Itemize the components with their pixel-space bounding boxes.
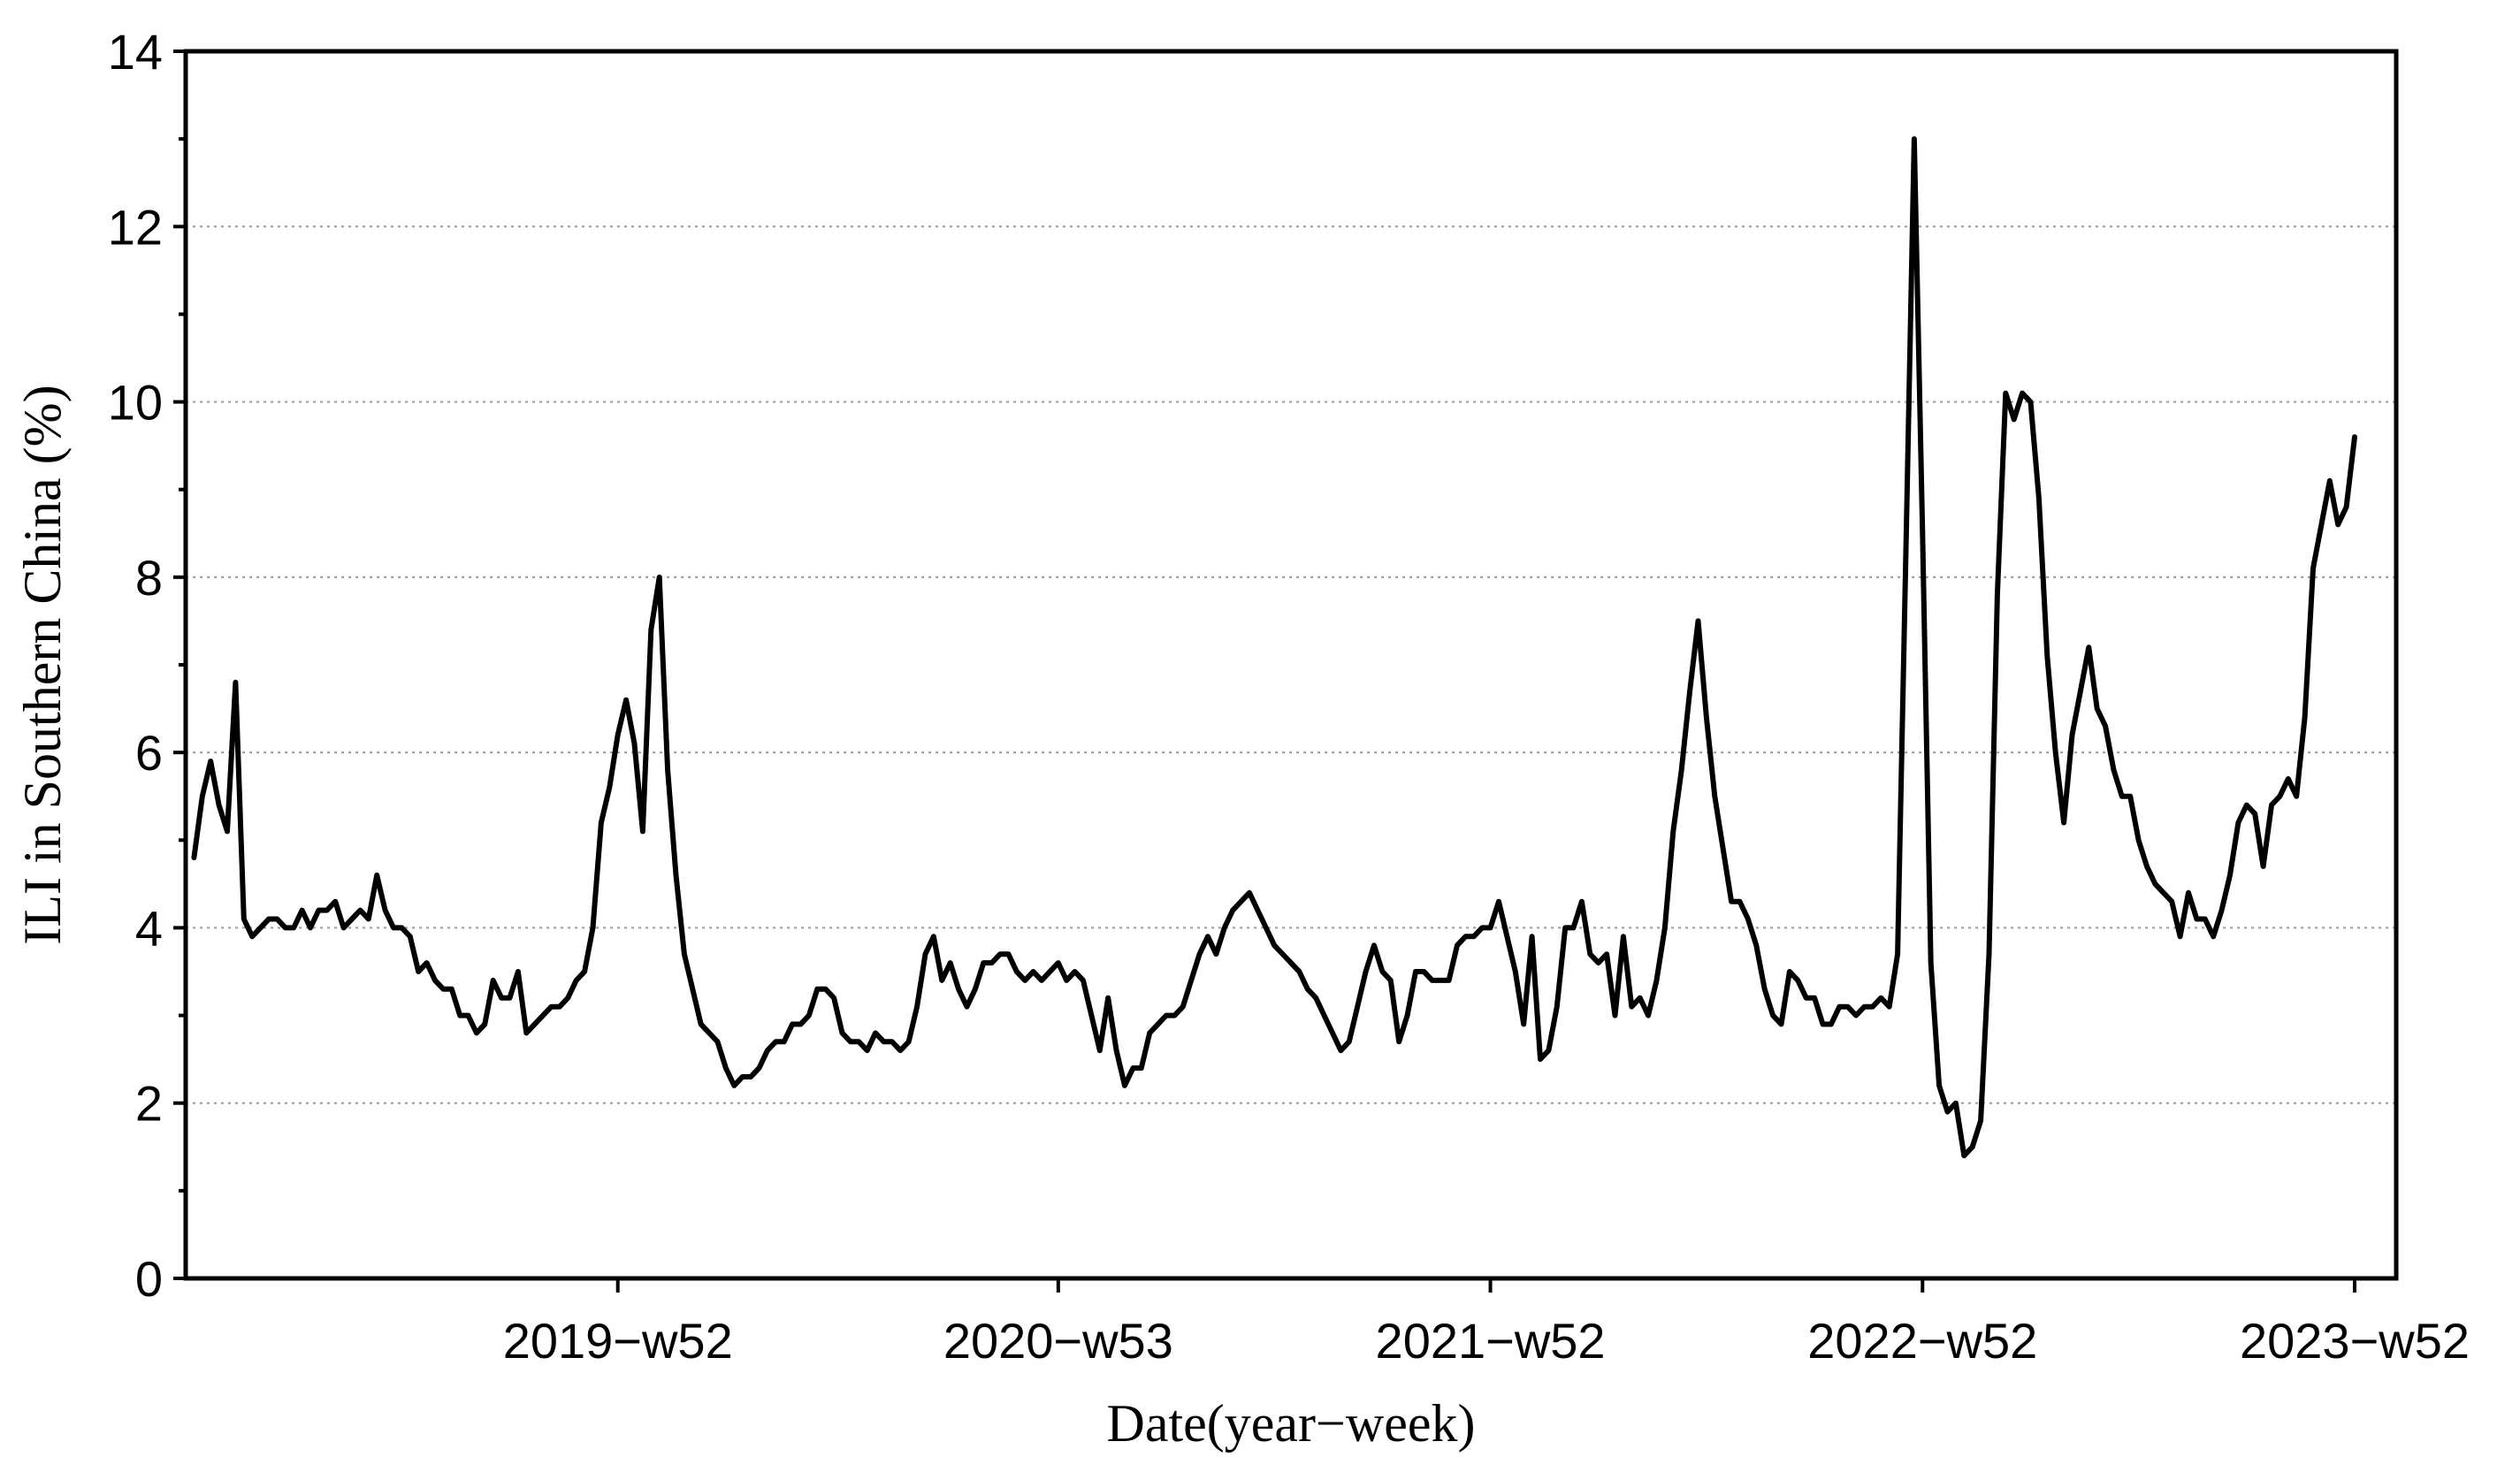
y-tick-label: 2: [135, 1076, 163, 1132]
series-layer: [191, 136, 2357, 1159]
y-tick-label: 6: [135, 725, 163, 781]
x-tick-label: 2021−w52: [1376, 1313, 1606, 1369]
y-tick-label: 12: [108, 199, 163, 255]
x-tick-label: 2019−w52: [503, 1313, 733, 1369]
series-line: [191, 136, 2357, 1159]
x-tick-label: 2020−w53: [943, 1313, 1173, 1369]
y-tick-label: 10: [108, 375, 163, 431]
y-tick-label: 4: [135, 900, 163, 956]
y-axis-title: ILI in Southern China (%): [13, 385, 72, 944]
y-tick-label: 14: [108, 24, 163, 80]
x-tick-label: 2023−w52: [2240, 1313, 2470, 1369]
y-tick-label: 8: [135, 550, 163, 606]
y-tick-label: 0: [135, 1251, 163, 1307]
x-axis-title: Date(year−week): [1107, 1394, 1476, 1453]
axis-ticks: [173, 50, 2357, 1293]
tick-labels: 0 2 4 6 8 10 12 14 2019−w52 2020−w53 2021−w52 2022−…: [108, 24, 2470, 1369]
plot-frame: [183, 49, 2399, 1281]
x-tick-label: 2022−w52: [1807, 1313, 2037, 1369]
gridlines: [186, 225, 2396, 1104]
